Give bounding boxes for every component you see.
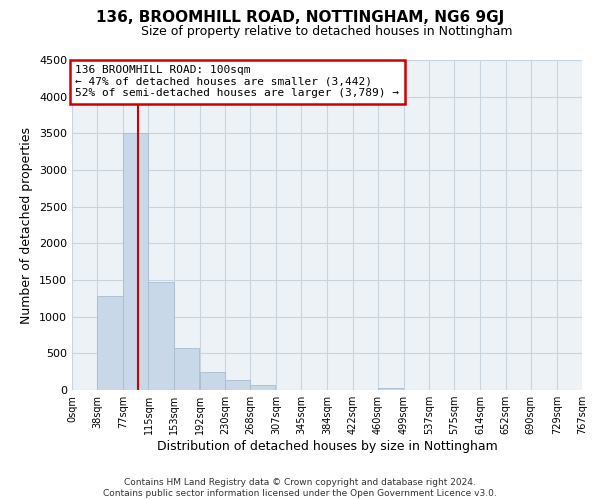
- Y-axis label: Number of detached properties: Number of detached properties: [20, 126, 34, 324]
- Bar: [225, 380, 250, 390]
- Bar: [200, 372, 225, 390]
- Text: 136 BROOMHILL ROAD: 100sqm
← 47% of detached houses are smaller (3,442)
52% of s: 136 BROOMHILL ROAD: 100sqm ← 47% of deta…: [76, 65, 400, 98]
- Bar: [123, 134, 148, 390]
- Bar: [174, 348, 199, 390]
- Title: Size of property relative to detached houses in Nottingham: Size of property relative to detached ho…: [141, 25, 513, 38]
- X-axis label: Distribution of detached houses by size in Nottingham: Distribution of detached houses by size …: [157, 440, 497, 453]
- Bar: [97, 296, 122, 390]
- Bar: [378, 388, 403, 390]
- Bar: [250, 384, 275, 390]
- Text: Contains HM Land Registry data © Crown copyright and database right 2024.
Contai: Contains HM Land Registry data © Crown c…: [103, 478, 497, 498]
- Text: 136, BROOMHILL ROAD, NOTTINGHAM, NG6 9GJ: 136, BROOMHILL ROAD, NOTTINGHAM, NG6 9GJ: [96, 10, 504, 25]
- Bar: [148, 282, 174, 390]
